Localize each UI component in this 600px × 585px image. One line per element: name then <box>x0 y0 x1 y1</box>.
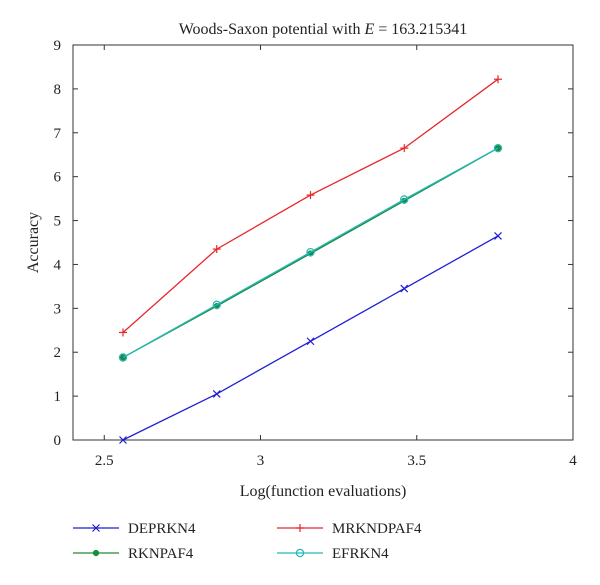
data-point <box>119 436 127 444</box>
chart-title-text: Woods-Saxon potential with E = 163.21534… <box>179 21 468 38</box>
legend-label: EFRKN4 <box>332 546 389 562</box>
legend-item-deprkn4: DEPRKN4 <box>73 521 196 537</box>
y-tick-label: 2 <box>54 345 62 361</box>
series-efrkn4 <box>118 143 503 362</box>
legend-swatch-marker <box>92 549 100 557</box>
x-tick-label: 2.5 <box>95 453 114 469</box>
legend-label: MRKNDPAF4 <box>332 521 422 537</box>
data-point <box>494 231 502 240</box>
y-tick-label: 9 <box>54 38 62 54</box>
data-point <box>306 247 315 257</box>
y-tick-label: 7 <box>54 126 62 142</box>
series-layer <box>118 75 503 444</box>
y-axis-label: Accuracy <box>25 212 42 273</box>
legend-item-efrkn4: EFRKN4 <box>277 546 389 562</box>
series-line <box>122 235 499 441</box>
legend-swatch-marker <box>295 548 305 558</box>
legend-swatch-marker <box>92 524 100 532</box>
data-point <box>493 143 503 153</box>
data-point <box>212 300 221 310</box>
title-prefix: Woods-Saxon potential with <box>179 21 365 38</box>
title-suffix: = 163.215341 <box>374 21 467 38</box>
x-tick-label: 4 <box>569 453 577 469</box>
legend-label: DEPRKN4 <box>128 521 196 537</box>
axis-ticks: 0 1 2 3 4 5 6 7 8 9 2.5 3 3.5 4 <box>54 38 578 469</box>
y-tick-label: 4 <box>54 257 62 273</box>
y-tick-label: 0 <box>54 433 62 449</box>
y-tick-label: 3 <box>54 301 62 317</box>
y-tick-label: 8 <box>54 82 62 98</box>
data-point <box>118 353 128 362</box>
series-mrkndpaf4 <box>119 75 502 337</box>
y-tick-label: 6 <box>54 170 62 186</box>
y-tick-label: 5 <box>54 214 62 230</box>
x-tick-label: 3 <box>257 453 265 469</box>
chart-title: Woods-Saxon potential with E = 163.21534… <box>179 21 468 38</box>
legend-label: RKNPAF4 <box>128 546 194 562</box>
data-point <box>212 389 221 398</box>
legend-item-mrkndpaf4: MRKNDPAF4 <box>277 521 422 537</box>
series-deprkn4 <box>119 231 502 444</box>
data-point <box>400 195 409 204</box>
title-variable: E <box>364 21 375 38</box>
x-axis-label: Log(function evaluations) <box>240 483 407 500</box>
series-line <box>122 78 499 333</box>
data-point <box>306 337 315 346</box>
y-tick-label: 1 <box>54 389 62 405</box>
legend-item-rknpaf4: RKNPAF4 <box>73 546 194 562</box>
legend: DEPRKN4 MRKNDPAF4 RKNPAF4 EFRKN4 <box>73 521 422 562</box>
x-tick-label: 3.5 <box>407 453 426 469</box>
series-line <box>122 147 499 359</box>
plot-frame <box>72 44 574 441</box>
plot-axes <box>72 44 574 441</box>
data-point <box>400 284 409 293</box>
